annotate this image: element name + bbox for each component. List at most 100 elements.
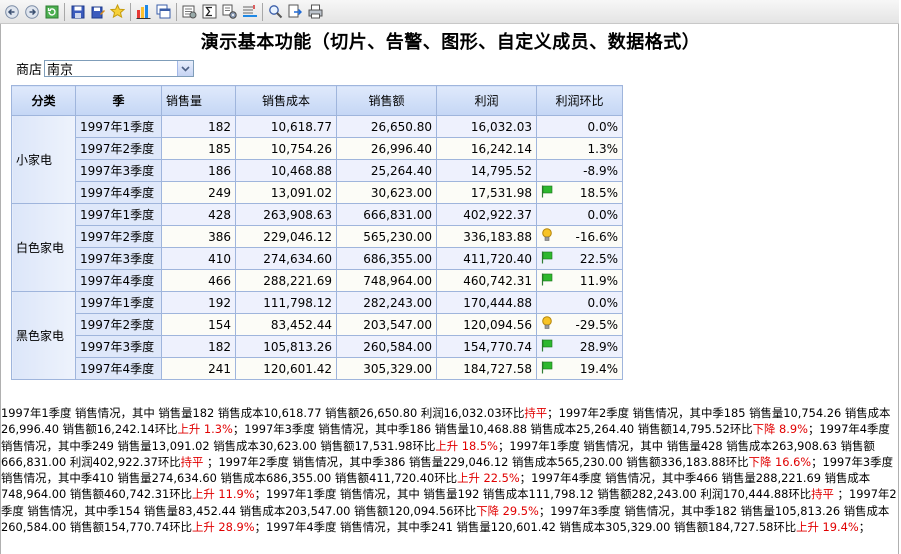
profit-ratio-value: -16.6% <box>575 229 618 244</box>
quarter-cell[interactable]: 1997年3季度 <box>75 247 162 270</box>
profit-ratio-value: 22.5% <box>579 251 618 266</box>
sales-qty-cell: 186 <box>161 159 236 182</box>
profit-ratio-value: 1.3% <box>587 141 619 156</box>
chevron-down-icon[interactable] <box>177 61 194 76</box>
sales-amount-cell: 260,584.00 <box>336 335 437 358</box>
back-icon[interactable] <box>2 2 21 21</box>
header-profit[interactable]: 利润 <box>436 85 537 116</box>
toolbar-separator <box>64 2 65 21</box>
profit-cell: 14,795.52 <box>436 159 537 182</box>
note-trend: 持平 <box>524 406 548 420</box>
quarter-cell[interactable]: 1997年2季度 <box>75 137 162 160</box>
table-row: 1997年4季度 249 13,091.02 30,623.00 17,531.98 18… <box>12 181 623 204</box>
search-icon[interactable] <box>266 2 285 21</box>
sum-icon[interactable] <box>200 2 219 21</box>
store-label: 商店 <box>16 63 43 78</box>
sales-amount-cell: 305,329.00 <box>336 357 437 380</box>
quarter-cell[interactable]: 1997年1季度 <box>75 115 162 138</box>
profit-ratio-cell: 19.4% <box>536 357 623 380</box>
note-trend: 持平 <box>180 454 204 469</box>
table-row: 1997年2季度 154 83,452.44 203,547.00 120,094.56… <box>12 313 623 336</box>
header-quarter[interactable]: 季 <box>75 85 162 116</box>
profit-ratio-cell: 0.0% <box>536 203 623 226</box>
header-sales-cost[interactable]: 销售成本 <box>235 85 337 116</box>
table-row: 白色家电 1997年1季度 428 263,908.63 666,831.00 402,9… <box>11 203 623 292</box>
filter-icon[interactable] <box>240 2 259 21</box>
quarter-cell[interactable]: 1997年2季度 <box>75 313 162 336</box>
header-sales-amount[interactable]: 销售额 <box>336 85 437 116</box>
header-category[interactable]: 分类 <box>11 85 76 116</box>
favorite-icon[interactable] <box>108 2 127 21</box>
pivot-table: 分类 季 销售量 销售成本 销售额 利润 利润环比 小家电 1997年1季度 182… <box>11 85 623 380</box>
profit-ratio-value: -8.9% <box>583 163 618 178</box>
note-separator: ； <box>254 520 267 535</box>
profit-ratio-cell: -29.5% <box>536 313 623 336</box>
profit-ratio-cell: 28.9% <box>536 335 623 358</box>
category-cell[interactable]: 白色家电 <box>11 203 76 292</box>
sales-amount-cell: 666,831.00 <box>336 203 437 226</box>
sales-cost-cell: 10,754.26 <box>235 137 337 160</box>
note-trend: 上升 28.9% <box>192 520 255 535</box>
profit-cell: 336,183.88 <box>436 225 537 248</box>
header-sales-qty[interactable]: 销售量 <box>161 85 236 116</box>
sales-qty-cell: 154 <box>161 313 236 336</box>
sales-amount-cell: 686,355.00 <box>336 247 437 270</box>
profit-cell: 460,742.31 <box>436 269 537 292</box>
table-row: 1997年2季度 386 229,046.12 565,230.00 336,183.8… <box>12 225 623 248</box>
print-icon[interactable] <box>306 2 325 21</box>
profit-cell: 402,922.37 <box>436 203 537 226</box>
profit-ratio-cell: 11.9% <box>536 269 623 292</box>
table-row: 1997年4季度 241 120,601.42 305,329.00 184,727.5… <box>12 357 623 380</box>
note-trend: 上升 11.9% <box>192 487 255 502</box>
table-row: 小家电 1997年1季度 182 10,618.77 26,650.80 16,032.0… <box>11 115 623 204</box>
quarter-cell[interactable]: 1997年4季度 <box>75 181 162 204</box>
store-select[interactable]: 南京 <box>44 60 195 78</box>
category-cell[interactable]: 小家电 <box>11 115 76 204</box>
sales-qty-cell: 192 <box>161 291 236 314</box>
save-icon[interactable] <box>68 2 87 21</box>
header-profit-ratio[interactable]: 利润环比 <box>536 85 623 116</box>
note-text: 1997年3季度 销售情况，其中季186 销售量10,468.88 销售成本25… <box>244 422 753 437</box>
quarter-cell[interactable]: 1997年3季度 <box>75 335 162 358</box>
category-cell[interactable]: 黑色家电 <box>11 291 76 380</box>
sales-cost-cell: 83,452.44 <box>235 313 337 336</box>
note-separator: ； <box>547 406 559 420</box>
quarter-cell[interactable]: 1997年3季度 <box>75 159 162 182</box>
save-as-icon[interactable] <box>88 2 107 21</box>
profit-ratio-value: 0.0% <box>587 119 619 134</box>
quarter-cell[interactable]: 1997年2季度 <box>75 225 162 248</box>
note-text: 1997年1季度 销售情况，其中 销售量192 销售成本111,798.12 销… <box>266 487 812 502</box>
flag-icon <box>541 273 553 285</box>
sales-cost-cell: 13,091.02 <box>235 181 337 204</box>
window-icon[interactable] <box>154 2 173 21</box>
note-text: 1997年2季度 销售情况，其中季185 销售量10,754.26 销售成本26… <box>1 406 891 437</box>
toolbar-separator <box>262 2 263 21</box>
pivot-table-body: 小家电 1997年1季度 182 10,618.77 26,650.80 16,032.0… <box>11 115 623 380</box>
note-separator: ； <box>538 503 551 518</box>
settings-icon[interactable] <box>220 2 239 21</box>
note-trend: 上升 1.3% <box>177 422 233 437</box>
sales-qty-cell: 466 <box>161 269 236 292</box>
export-icon[interactable] <box>286 2 305 21</box>
profit-ratio-value: 0.0% <box>587 295 619 310</box>
quarter-cell[interactable]: 1997年4季度 <box>75 269 162 292</box>
forward-icon[interactable] <box>22 2 41 21</box>
profit-ratio-cell: 22.5% <box>536 247 623 270</box>
flag-icon <box>541 185 553 197</box>
sales-qty-cell: 185 <box>161 137 236 160</box>
content-frame <box>0 24 899 554</box>
quarter-cell[interactable]: 1997年1季度 <box>75 203 162 226</box>
sales-cost-cell: 10,618.77 <box>235 115 337 138</box>
note-text: 1997年1季度 销售情况，其中 销售量428 销售成本263,908.63 销… <box>1 438 875 469</box>
sales-qty-cell: 410 <box>161 247 236 270</box>
table-row: 1997年3季度 182 105,813.26 260,584.00 154,770.7… <box>12 335 623 358</box>
quarter-cell[interactable]: 1997年1季度 <box>75 291 162 314</box>
note-trend: 上升 19.4% <box>796 520 859 535</box>
properties-icon[interactable] <box>180 2 199 21</box>
quarter-cell[interactable]: 1997年4季度 <box>75 357 162 380</box>
note-trend: 下降 29.5% <box>476 503 539 518</box>
refresh-icon[interactable] <box>42 2 61 21</box>
sales-cost-cell: 105,813.26 <box>235 335 337 358</box>
chart-icon[interactable] <box>134 2 153 21</box>
note-text: 1997年1季度 销售情况，其中 销售量182 销售成本10,618.77 销售… <box>1 406 525 420</box>
